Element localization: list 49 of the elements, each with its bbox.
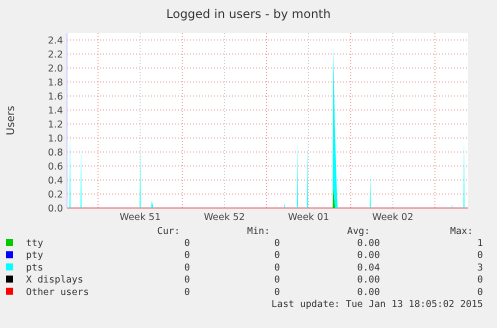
text: 0	[274, 262, 280, 274]
text: 0.00	[357, 274, 380, 286]
text: 0.00	[357, 238, 380, 249]
text: 0	[274, 286, 280, 298]
text: Max:	[450, 226, 473, 237]
x-tick-label: Week 51	[120, 212, 161, 223]
legend-label: Other users	[26, 286, 89, 298]
text: Avg:	[347, 226, 370, 237]
text: 0	[184, 238, 190, 249]
text: 0	[477, 250, 484, 262]
y-tick-label: 1.0	[48, 134, 63, 144]
y-tick-label: 2.4	[48, 36, 63, 46]
x-tick-label: Week 52	[204, 212, 245, 223]
text: 0	[184, 274, 190, 286]
y-tick-label: 0.4	[48, 176, 63, 186]
legend-label: pty	[26, 250, 44, 262]
text: 0	[274, 250, 280, 262]
text: Last update: Tue Jan 13 18:05:02 2015	[271, 299, 483, 310]
y-tick-label: 1.8	[48, 78, 63, 88]
text: 0.04	[357, 262, 380, 274]
text: Cur:	[157, 226, 180, 237]
text: 0.00	[357, 286, 380, 298]
legend-label: pts	[26, 262, 44, 274]
text: 3	[477, 262, 483, 274]
y-tick-label: 0.0	[48, 204, 63, 214]
text: 0	[274, 274, 280, 286]
text: Min:	[247, 226, 270, 237]
text: 0.00	[357, 250, 380, 262]
legend-label: X displays	[26, 274, 84, 286]
x-tick-label: Week 02	[372, 212, 414, 223]
x-tick-label: Week 01	[288, 212, 330, 223]
y-tick-label: 2.0	[48, 64, 63, 74]
text: 0	[477, 286, 484, 298]
text: 1	[477, 238, 484, 249]
text: 0	[184, 262, 190, 274]
y-tick-label: 0.6	[48, 162, 63, 172]
y-tick-label: 1.2	[48, 120, 63, 130]
y-tick-label: 2.2	[48, 50, 63, 60]
legend-label: tty	[26, 238, 44, 249]
y-tick-label: 1.4	[48, 106, 63, 116]
text: 0	[274, 238, 280, 249]
y-axis-title: Users	[5, 106, 17, 136]
chart-title: Logged in users - by month	[166, 7, 331, 21]
y-tick-label: 0.2	[48, 190, 63, 200]
text: 0	[477, 274, 484, 286]
y-tick-label: 1.6	[48, 92, 63, 102]
text: 0	[184, 250, 190, 262]
y-tick-label: 0.8	[48, 148, 63, 158]
text: 0	[184, 286, 190, 298]
